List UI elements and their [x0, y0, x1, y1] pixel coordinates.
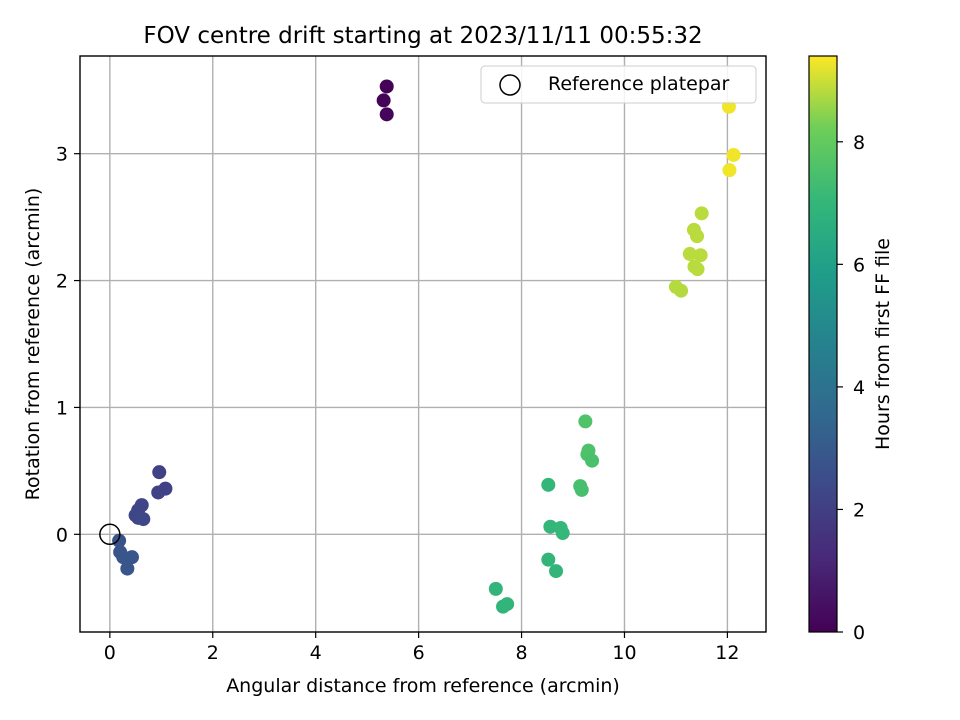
colorbar-tick-label: 2 [853, 499, 865, 521]
legend-box [480, 65, 757, 104]
colorbar-ticks: 0 2 4 6 8 [837, 132, 865, 644]
legend: Reference platepar [480, 65, 757, 104]
data-point [722, 163, 737, 178]
x-tick-label: 0 [104, 642, 116, 664]
data-point [694, 206, 709, 221]
x-tick-label: 8 [516, 642, 528, 664]
colorbar-label: Hours from first FF file [872, 238, 894, 450]
data-point [555, 526, 570, 541]
data-point [674, 283, 689, 298]
reference-marker-layer [99, 523, 121, 546]
colorbar-gradient [808, 55, 838, 633]
x-axis-label: Angular distance from reference (arcmin) [226, 675, 620, 697]
data-point [578, 414, 593, 429]
x-tick-label: 2 [207, 642, 219, 664]
data-point [549, 564, 564, 579]
x-tick-label: 10 [612, 642, 636, 664]
data-point [379, 79, 394, 94]
y-tick-label: 2 [56, 271, 68, 293]
data-point [376, 93, 391, 108]
grid-lines [80, 56, 766, 632]
scatter-points [112, 79, 741, 614]
colorbar-tick-label: 0 [853, 622, 865, 644]
data-point [488, 581, 503, 596]
colorbar: 0 2 4 6 8 Hours from first FF file [808, 55, 894, 644]
legend-entry-reference: Reference platepar [548, 73, 730, 95]
colorbar-tick-label: 6 [853, 254, 865, 276]
chart-title: FOV centre drift starting at 2023/11/11 … [143, 23, 702, 49]
data-point [682, 246, 697, 261]
data-point [693, 248, 708, 263]
data-point [124, 550, 139, 565]
y-axis-ticks: 0 1 2 3 [56, 144, 80, 546]
data-point [541, 552, 556, 567]
x-tick-label: 12 [715, 642, 739, 664]
data-point [379, 107, 394, 122]
y-tick-label: 1 [56, 397, 68, 419]
plot-frame [79, 55, 767, 633]
data-point [543, 519, 558, 534]
data-point [690, 229, 705, 244]
data-point [151, 485, 166, 500]
x-tick-label: 4 [310, 642, 322, 664]
x-axis-ticks: 0 2 4 6 8 10 12 [104, 632, 739, 664]
data-point [120, 561, 135, 576]
data-point [726, 147, 741, 162]
y-tick-label: 0 [56, 524, 68, 546]
reference-platepar-marker [99, 523, 121, 546]
data-point [541, 477, 556, 492]
colorbar-tick-label: 4 [853, 377, 865, 399]
y-axis-label: Rotation from reference (arcmin) [22, 188, 44, 501]
data-point [136, 512, 151, 527]
x-tick-label: 6 [413, 642, 425, 664]
data-point [496, 599, 511, 614]
legend-marker-reference [499, 74, 521, 96]
data-point [574, 482, 589, 497]
colorbar-tick-label: 8 [853, 132, 865, 154]
data-point [152, 465, 167, 480]
data-point [690, 262, 705, 277]
data-point [112, 533, 127, 548]
y-tick-label: 3 [56, 144, 68, 166]
data-point [585, 453, 600, 468]
